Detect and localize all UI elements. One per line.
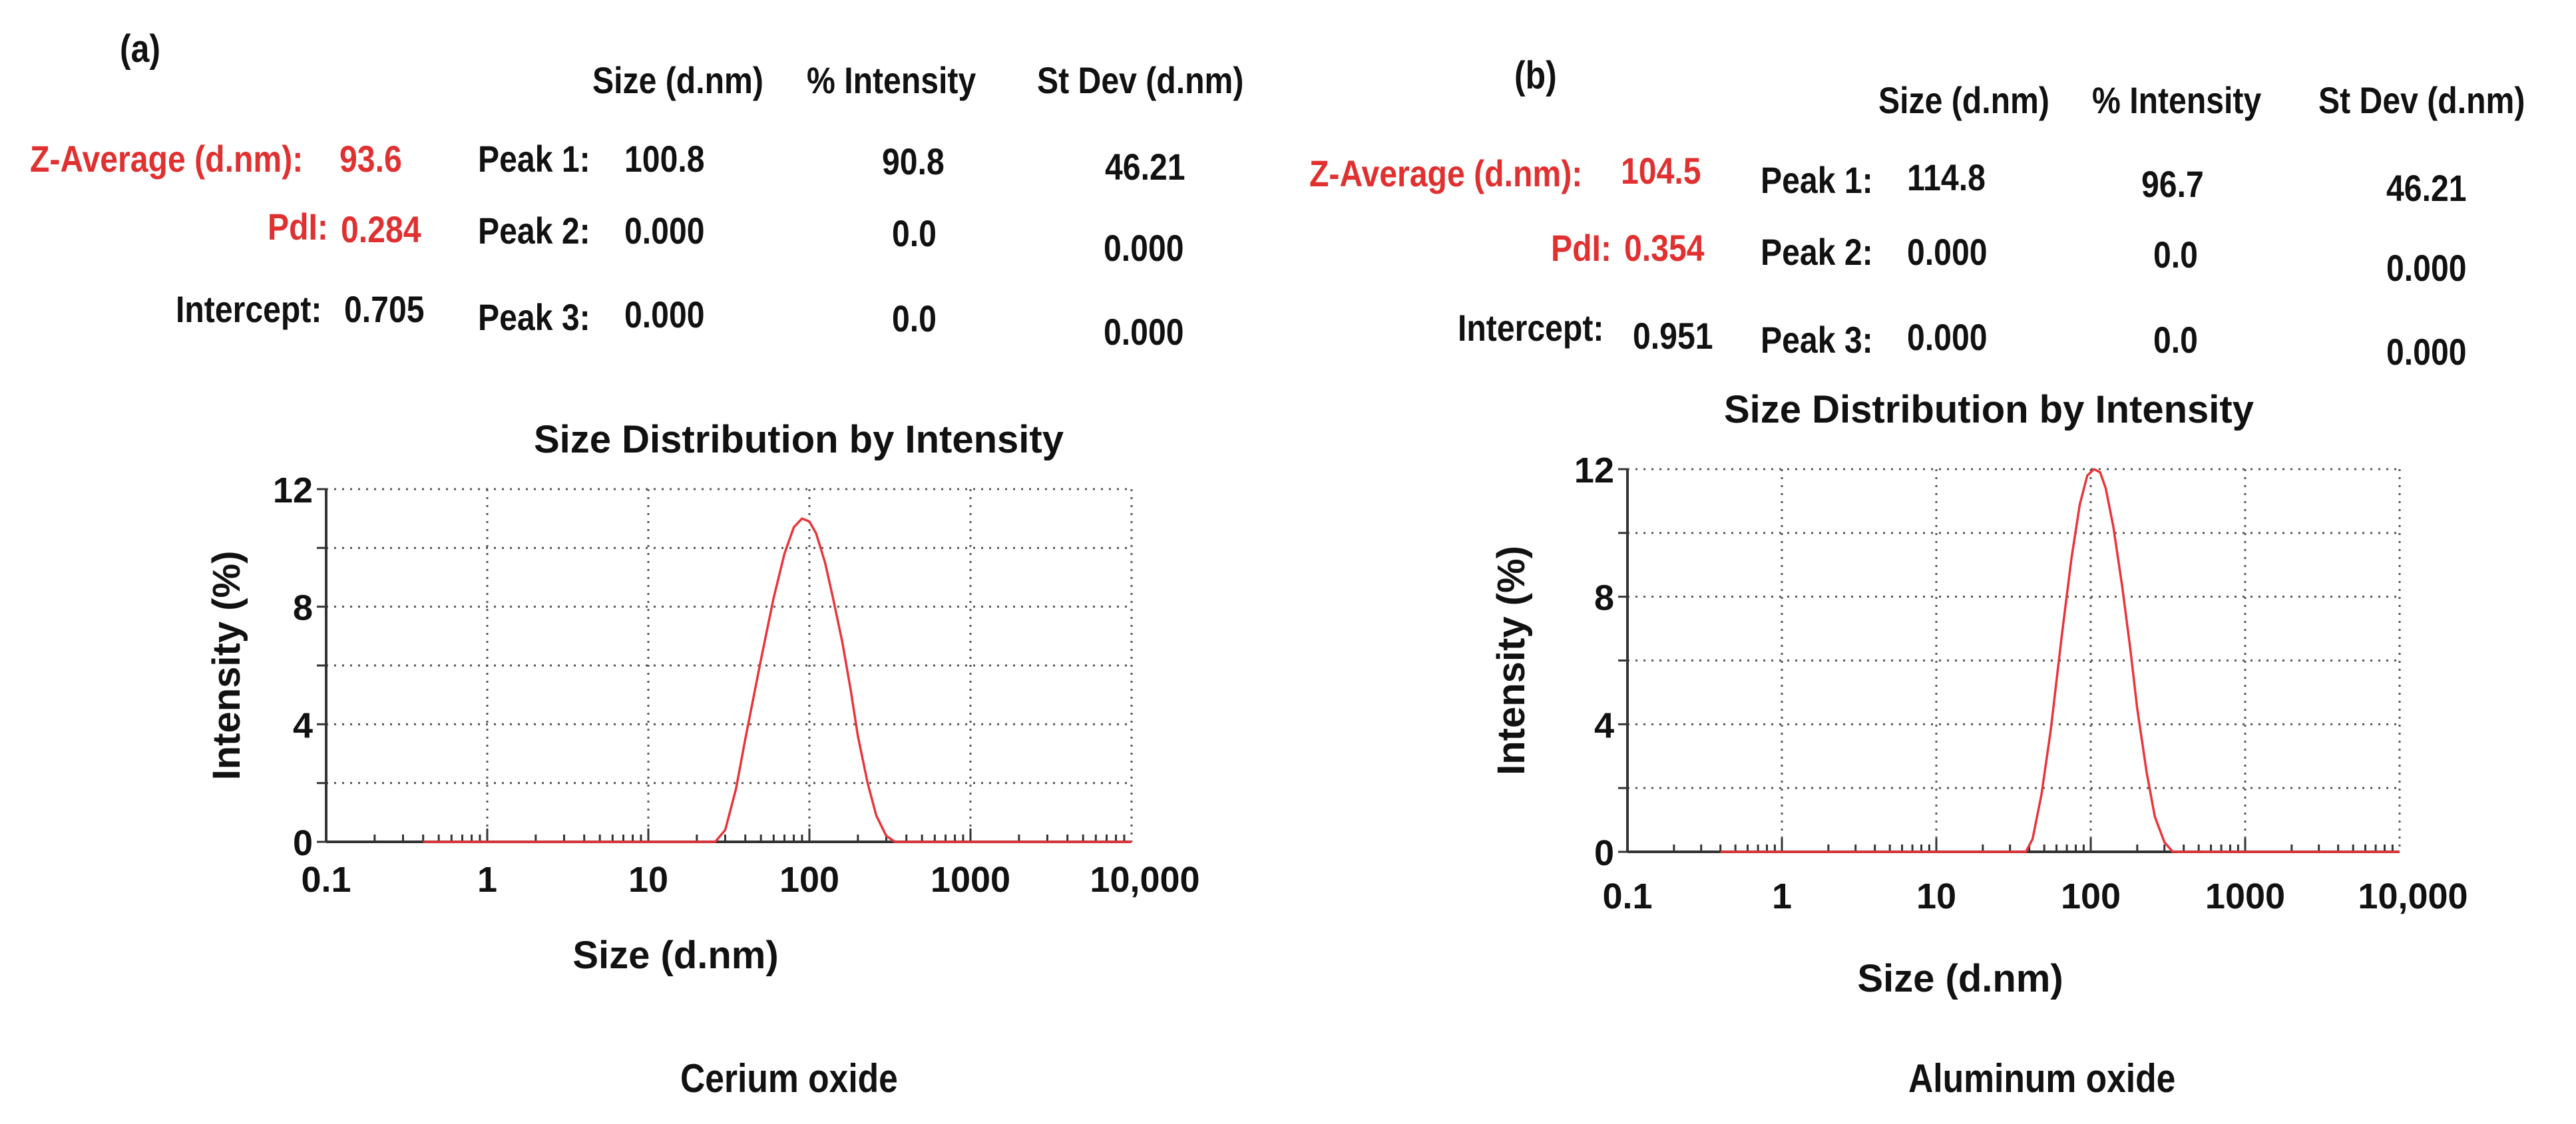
header-intensity: % Intensity [807, 59, 976, 101]
z-average-value: 93.6 [339, 138, 402, 180]
intercept-value: 0.951 [1633, 315, 1713, 357]
y-tick-label: 4 [1594, 705, 1614, 745]
size-distribution-chart: 0.1 1 10 100 1000 10,000 0 4 8 12 Size Distributio… [1490, 388, 2468, 1000]
x-tick-label: 10 [1916, 876, 1956, 916]
y-axis-label: Intensity (%) [1490, 546, 1533, 775]
x-tick-label: 1 [477, 860, 497, 900]
header-intensity: % Intensity [2092, 79, 2262, 121]
x-tick-label: 0.1 [1602, 876, 1652, 916]
header-stdev: St Dev (d.nm) [1037, 59, 1244, 101]
x-axis-label: Size (d.nm) [572, 934, 778, 977]
sample-caption: Aluminum oxide [1908, 1056, 2176, 1101]
size-distribution-chart: 0.1 1 10 100 1000 10,000 0 4 8 12 Size Distributio… [205, 418, 1200, 977]
y-tick-label: 4 [293, 705, 313, 745]
header-size: Size (d.nm) [1878, 79, 2049, 121]
x-tick-label: 1000 [931, 860, 1010, 900]
peak-1-size: 100.8 [624, 138, 705, 180]
peak-2-label: Peak 2: [478, 210, 590, 252]
peak-1-label: Peak 1: [478, 138, 590, 180]
series-line [423, 517, 1132, 843]
grid [326, 488, 1133, 842]
y-tick-label: 0 [293, 823, 313, 863]
peak-2-intensity: 0.0 [892, 212, 937, 254]
chart-title: Size Distribution by Intensity [534, 418, 1064, 461]
x-tick-label: 10,000 [1090, 860, 1199, 900]
peak-3-label: Peak 3: [478, 296, 590, 338]
peak-1-intensity: 90.8 [882, 140, 945, 182]
sample-caption: Cerium oxide [680, 1056, 898, 1101]
panel-label: (b) [1514, 54, 1557, 97]
y-tick-label: 8 [1594, 578, 1614, 618]
x-tick-label: 1000 [2205, 876, 2285, 916]
intercept-label: Intercept: [176, 288, 322, 330]
pdi-value: 0.284 [341, 208, 421, 250]
peak-2-intensity: 0.0 [2153, 234, 2198, 276]
header-stdev: St Dev (d.nm) [2318, 79, 2525, 121]
z-average-value: 104.5 [1621, 150, 1701, 192]
peak-3-stdev: 0.000 [2386, 331, 2467, 373]
peak-1-size: 114.8 [1907, 156, 1986, 198]
peak-2-size: 0.000 [1907, 231, 1988, 273]
intercept-label: Intercept: [1458, 307, 1604, 349]
peak-1-intensity: 96.7 [2141, 163, 2204, 205]
peak-3-stdev: 0.000 [1104, 311, 1184, 353]
pdi-label: PdI: [268, 206, 328, 248]
x-tick-label: 10,000 [2358, 876, 2468, 916]
x-tick-label: 10 [628, 860, 668, 900]
x-tick-label: 1 [1772, 876, 1792, 916]
panel-b: (b) Size (d.nm) % Intensity St Dev (d.nm… [1288, 0, 2576, 1124]
intercept-value: 0.705 [344, 288, 425, 330]
series-line [1720, 468, 2400, 853]
x-tick-label: 100 [2061, 876, 2121, 916]
z-average-label: Z-Average (d.nm): [1309, 152, 1583, 194]
peak-3-size: 0.000 [1907, 316, 1988, 358]
peak-2-stdev: 0.000 [2386, 247, 2467, 289]
peak-1-stdev: 46.21 [2386, 167, 2467, 209]
y-tick-label: 0 [1594, 833, 1614, 873]
header-size: Size (d.nm) [592, 59, 763, 101]
pdi-value: 0.354 [1624, 227, 1705, 269]
peak-2-stdev: 0.000 [1104, 227, 1184, 269]
peak-2-label: Peak 2: [1761, 231, 1873, 273]
y-axis-label: Intensity (%) [205, 551, 248, 781]
y-tick-label: 12 [273, 470, 313, 510]
panel-label: (a) [120, 27, 160, 71]
peak-3-label: Peak 3: [1761, 319, 1873, 361]
pdi-label: PdI: [1551, 227, 1611, 269]
peak-1-stdev: 46.21 [1105, 146, 1185, 188]
peak-3-size: 0.000 [624, 293, 705, 335]
x-axis-label: Size (d.nm) [1857, 957, 2063, 1000]
peak-1-label: Peak 1: [1761, 159, 1873, 201]
peak-2-size: 0.000 [624, 210, 705, 252]
x-tick-label: 0.1 [301, 860, 351, 900]
grid [1627, 468, 2401, 852]
x-tick-label: 100 [779, 860, 839, 900]
y-tick-label: 8 [293, 588, 313, 628]
z-average-label: Z-Average (d.nm): [30, 138, 304, 180]
chart-title: Size Distribution by Intensity [1724, 388, 2254, 431]
y-tick-label: 12 [1574, 451, 1614, 490]
peak-3-intensity: 0.0 [892, 297, 937, 339]
peak-3-intensity: 0.0 [2153, 319, 2198, 361]
panel-a: (a) Size (d.nm) % Intensity St Dev (d.nm… [30, 27, 1244, 1101]
